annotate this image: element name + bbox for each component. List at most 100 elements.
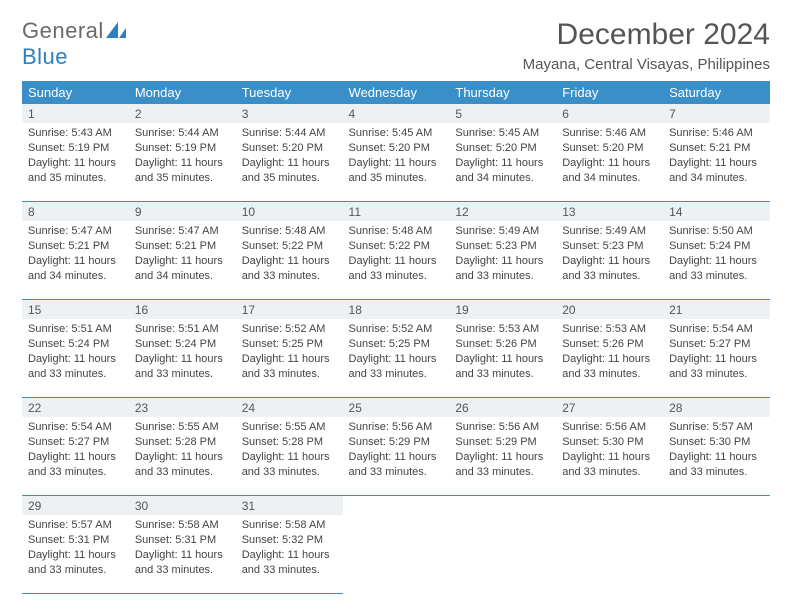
day-number: 22: [22, 398, 129, 417]
daynum-row: 1234567: [22, 104, 770, 123]
day-info: Sunrise: 5:54 AMSunset: 5:27 PMDaylight:…: [669, 322, 764, 381]
daynum-cell: 12: [449, 202, 556, 222]
day-number: 24: [236, 398, 343, 417]
day-number: 26: [449, 398, 556, 417]
day-number: 5: [449, 104, 556, 123]
day-cell: Sunrise: 5:52 AMSunset: 5:25 PMDaylight:…: [343, 319, 450, 398]
day-number: 12: [449, 202, 556, 221]
day-number: 17: [236, 300, 343, 319]
daynum-row: 15161718192021: [22, 300, 770, 320]
daynum-cell: 16: [129, 300, 236, 320]
day-cell: Sunrise: 5:52 AMSunset: 5:25 PMDaylight:…: [236, 319, 343, 398]
day-cell: Sunrise: 5:58 AMSunset: 5:31 PMDaylight:…: [129, 515, 236, 594]
day-cell: Sunrise: 5:56 AMSunset: 5:29 PMDaylight:…: [343, 417, 450, 496]
daynum-cell: 27: [556, 398, 663, 418]
day-number: 16: [129, 300, 236, 319]
day-info: Sunrise: 5:53 AMSunset: 5:26 PMDaylight:…: [562, 322, 657, 381]
day-cell: Sunrise: 5:48 AMSunset: 5:22 PMDaylight:…: [236, 221, 343, 300]
day-info: Sunrise: 5:50 AMSunset: 5:24 PMDaylight:…: [669, 224, 764, 283]
day-info: Sunrise: 5:47 AMSunset: 5:21 PMDaylight:…: [135, 224, 230, 283]
daynum-cell: [343, 496, 450, 516]
daynum-cell: 29: [22, 496, 129, 516]
weekday-header: Tuesday: [236, 81, 343, 104]
header: General Blue December 2024 Mayana, Centr…: [22, 18, 770, 73]
day-info: Sunrise: 5:55 AMSunset: 5:28 PMDaylight:…: [242, 420, 337, 479]
day-cell: Sunrise: 5:47 AMSunset: 5:21 PMDaylight:…: [22, 221, 129, 300]
logo-word-1: General: [22, 18, 104, 43]
daynum-cell: 30: [129, 496, 236, 516]
day-number: 1: [22, 104, 129, 123]
daynum-cell: 18: [343, 300, 450, 320]
day-info: Sunrise: 5:45 AMSunset: 5:20 PMDaylight:…: [349, 126, 444, 185]
day-info: Sunrise: 5:54 AMSunset: 5:27 PMDaylight:…: [28, 420, 123, 479]
day-info: Sunrise: 5:52 AMSunset: 5:25 PMDaylight:…: [242, 322, 337, 381]
day-cell: [663, 515, 770, 594]
day-info: Sunrise: 5:56 AMSunset: 5:30 PMDaylight:…: [562, 420, 657, 479]
day-cell: [343, 515, 450, 594]
logo-text: General Blue: [22, 18, 126, 70]
day-cell: Sunrise: 5:54 AMSunset: 5:27 PMDaylight:…: [22, 417, 129, 496]
day-number: 15: [22, 300, 129, 319]
day-number: 30: [129, 496, 236, 515]
day-number: 8: [22, 202, 129, 221]
logo: General Blue: [22, 18, 126, 70]
week-row: Sunrise: 5:47 AMSunset: 5:21 PMDaylight:…: [22, 221, 770, 300]
daynum-cell: 8: [22, 202, 129, 222]
weekday-header-row: SundayMondayTuesdayWednesdayThursdayFrid…: [22, 81, 770, 104]
title-block: December 2024 Mayana, Central Visayas, P…: [523, 18, 770, 73]
week-row: Sunrise: 5:51 AMSunset: 5:24 PMDaylight:…: [22, 319, 770, 398]
day-cell: Sunrise: 5:55 AMSunset: 5:28 PMDaylight:…: [129, 417, 236, 496]
weekday-header: Thursday: [449, 81, 556, 104]
daynum-cell: 26: [449, 398, 556, 418]
day-cell: Sunrise: 5:58 AMSunset: 5:32 PMDaylight:…: [236, 515, 343, 594]
day-cell: Sunrise: 5:53 AMSunset: 5:26 PMDaylight:…: [449, 319, 556, 398]
day-cell: Sunrise: 5:55 AMSunset: 5:28 PMDaylight:…: [236, 417, 343, 496]
day-cell: Sunrise: 5:53 AMSunset: 5:26 PMDaylight:…: [556, 319, 663, 398]
day-info: Sunrise: 5:48 AMSunset: 5:22 PMDaylight:…: [349, 224, 444, 283]
day-info: Sunrise: 5:55 AMSunset: 5:28 PMDaylight:…: [135, 420, 230, 479]
weekday-header: Wednesday: [343, 81, 450, 104]
day-cell: Sunrise: 5:45 AMSunset: 5:20 PMDaylight:…: [343, 123, 450, 202]
day-info: Sunrise: 5:56 AMSunset: 5:29 PMDaylight:…: [349, 420, 444, 479]
daynum-cell: 23: [129, 398, 236, 418]
day-number: 10: [236, 202, 343, 221]
day-cell: [556, 515, 663, 594]
day-info: Sunrise: 5:51 AMSunset: 5:24 PMDaylight:…: [28, 322, 123, 381]
daynum-cell: 15: [22, 300, 129, 320]
daynum-cell: 4: [343, 104, 450, 123]
daynum-row: 293031: [22, 496, 770, 516]
day-cell: Sunrise: 5:46 AMSunset: 5:21 PMDaylight:…: [663, 123, 770, 202]
day-number: 27: [556, 398, 663, 417]
day-info: Sunrise: 5:53 AMSunset: 5:26 PMDaylight:…: [455, 322, 550, 381]
day-cell: Sunrise: 5:44 AMSunset: 5:20 PMDaylight:…: [236, 123, 343, 202]
day-cell: Sunrise: 5:56 AMSunset: 5:29 PMDaylight:…: [449, 417, 556, 496]
daynum-cell: 22: [22, 398, 129, 418]
daynum-cell: 11: [343, 202, 450, 222]
day-number: 7: [663, 104, 770, 123]
day-info: Sunrise: 5:58 AMSunset: 5:31 PMDaylight:…: [135, 518, 230, 577]
day-info: Sunrise: 5:45 AMSunset: 5:20 PMDaylight:…: [455, 126, 550, 185]
daynum-cell: 20: [556, 300, 663, 320]
day-info: Sunrise: 5:58 AMSunset: 5:32 PMDaylight:…: [242, 518, 337, 577]
day-number: 6: [556, 104, 663, 123]
daynum-cell: 2: [129, 104, 236, 123]
day-info: Sunrise: 5:52 AMSunset: 5:25 PMDaylight:…: [349, 322, 444, 381]
daynum-row: 22232425262728: [22, 398, 770, 418]
daynum-cell: [449, 496, 556, 516]
day-info: Sunrise: 5:57 AMSunset: 5:30 PMDaylight:…: [669, 420, 764, 479]
daynum-cell: 6: [556, 104, 663, 123]
day-cell: Sunrise: 5:46 AMSunset: 5:20 PMDaylight:…: [556, 123, 663, 202]
daynum-cell: 25: [343, 398, 450, 418]
week-row: Sunrise: 5:57 AMSunset: 5:31 PMDaylight:…: [22, 515, 770, 594]
daynum-cell: 24: [236, 398, 343, 418]
day-number: 31: [236, 496, 343, 515]
daynum-cell: 5: [449, 104, 556, 123]
day-info: Sunrise: 5:46 AMSunset: 5:21 PMDaylight:…: [669, 126, 764, 185]
day-cell: Sunrise: 5:57 AMSunset: 5:30 PMDaylight:…: [663, 417, 770, 496]
daynum-cell: 13: [556, 202, 663, 222]
weekday-header: Monday: [129, 81, 236, 104]
day-cell: Sunrise: 5:50 AMSunset: 5:24 PMDaylight:…: [663, 221, 770, 300]
day-number: 14: [663, 202, 770, 221]
daynum-cell: 17: [236, 300, 343, 320]
day-info: Sunrise: 5:46 AMSunset: 5:20 PMDaylight:…: [562, 126, 657, 185]
